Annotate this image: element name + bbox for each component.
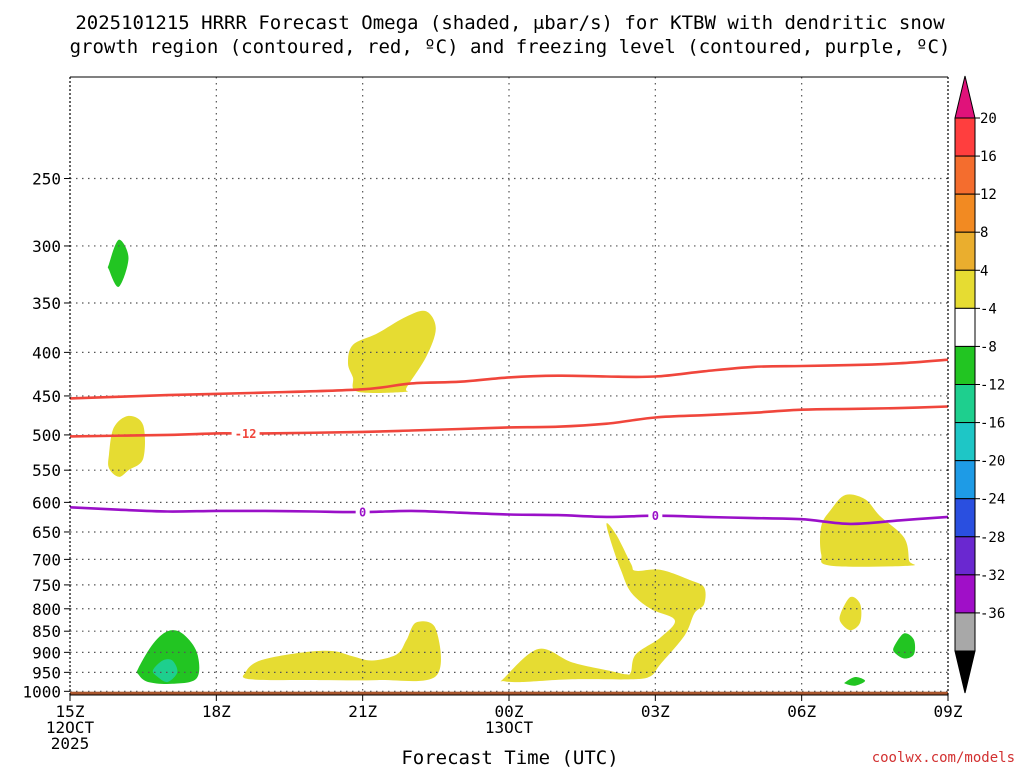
omega-region-5 [820,494,915,567]
contour-label-bg [231,426,260,441]
x-tick-label: 12OCT [46,718,95,737]
y-tick-label: 850 [32,622,61,641]
axes-layer: 250 300 350 400 450 500 550 600 650 700 750 800 850 9… [22,76,963,753]
colorbar-swatch-4 [954,231,976,271]
colorbar-label: -4 [980,301,997,317]
y-tick-label: 250 [32,170,61,189]
omega-region-3 [242,621,441,682]
y-tick-label: 900 [32,643,61,662]
omega-region-9 [152,659,178,683]
y-tick-label: 650 [32,523,61,542]
contour-label: 0 [359,506,366,520]
contour-line-1 [69,358,949,400]
x-tick-label: 13OCT [485,718,534,737]
x-tick-label: 06Z [787,702,816,721]
colorbar-swatch-13 [954,574,976,614]
x-tick-label: 2025 [51,734,90,753]
y-tick-label: 350 [32,294,61,313]
colorbar-label: -20 [980,454,1005,470]
chart-title-line-2: growth region (contoured, red, ºC) and f… [70,36,951,58]
colorbar-label: -12 [980,378,1005,394]
omega-region-2 [108,415,145,477]
contour-line-3 [69,506,949,526]
y-tick-label: 400 [32,343,61,362]
y-tick-label: 600 [32,493,61,512]
colorbar-swatch-8 [954,384,976,424]
colorbar-arrow-top [954,75,976,119]
x-tick-label: 03Z [641,702,670,721]
colorbar-swatch-6 [954,307,976,347]
colorbar-label: 4 [980,263,988,279]
omega-region-6 [839,596,862,631]
omega-region-7 [107,239,129,287]
y-tick-label: 300 [32,237,61,256]
contour-label: 0 [652,509,659,523]
y-tick-label: 450 [32,387,61,406]
colorbar: 20 16 12 8 4 -4 -8 -12 -16 -20 -24 -28 -32 -36 [954,75,1005,694]
contour-label: -12 [235,427,257,441]
colorbar-label: 20 [980,111,997,127]
colorbar-label: -8 [980,339,997,355]
y-tick-label: 700 [32,550,61,569]
contour-label-bg [648,508,663,523]
colorbar-label: -24 [980,492,1005,508]
x-tick-label: 09Z [934,702,963,721]
omega-region-11 [844,676,866,686]
omega-region-1 [348,310,436,394]
colorbar-swatch-11 [954,498,976,538]
x-tick-label: 15Z [56,702,85,721]
colorbar-label: -32 [980,568,1005,584]
omega-region-8 [136,630,200,685]
colorbar-swatch-12 [954,536,976,576]
colorbar-label: -36 [980,606,1005,622]
colorbar-swatch-10 [954,460,976,500]
x-axis-title: Forecast Time (UTC) [401,747,618,768]
chart-title-line-1: 2025101215 HRRR Forecast Omega (shaded, … [75,12,945,34]
colorbar-swatch-3 [954,193,976,233]
terrain-band [70,691,948,695]
omega-shading-layer [107,239,916,686]
omega-region-4 [500,523,706,683]
site-credit: coolwx.com/models [872,750,1015,766]
colorbar-swatch-2 [954,155,976,195]
colorbar-label: 16 [980,149,997,165]
contour-label-bg [355,505,370,520]
y-tick-label: 750 [32,576,61,595]
omega-region-10 [893,633,916,659]
colorbar-label: -16 [980,416,1005,432]
colorbar-arrow-bottom [954,650,976,694]
contour-layer: -12 0 0 [69,358,949,526]
x-tick-label: 18Z [202,702,231,721]
colorbar-swatch-5 [954,269,976,309]
colorbar-swatch-7 [954,345,976,385]
y-tick-label: 800 [32,600,61,619]
x-tick-label: 21Z [348,702,377,721]
x-tick-label: 00Z [495,702,524,721]
gridlines-layer [70,77,948,695]
colorbar-swatch-1 [954,117,976,157]
colorbar-label: 8 [980,225,988,241]
colorbar-swatch-14 [954,612,976,652]
colorbar-swatch-9 [954,422,976,462]
y-tick-label: 950 [32,663,61,682]
colorbar-label: 12 [980,187,997,203]
y-tick-label: 550 [32,461,61,480]
colorbar-label: -28 [980,530,1005,546]
y-tick-label: 1000 [22,682,61,701]
terrain-layer [70,691,948,695]
y-tick-label: 500 [32,426,61,445]
